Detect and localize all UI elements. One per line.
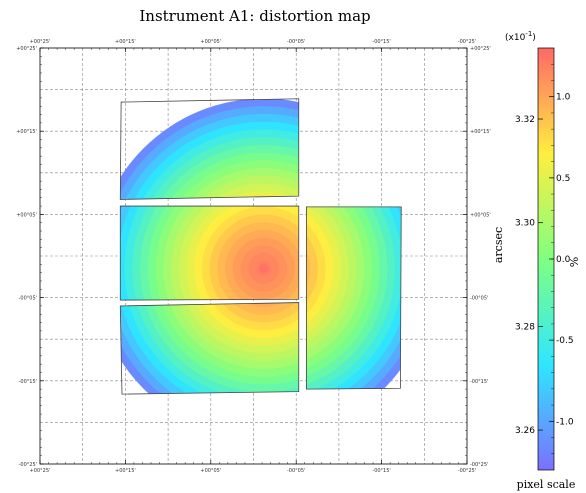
contour-band [259,263,269,274]
chip-top-outline [119,98,300,200]
y-tick-label-right: -00°05' [470,296,488,302]
x-tick-label-top: +00°15' [115,39,136,45]
y-tick-label-right: +00°05' [470,212,491,218]
y-tick-label-right: +00°25' [470,46,491,52]
x-tick-label-bottom: -00°15' [372,468,390,474]
y-tick-label-right: -00°25' [470,462,488,468]
colorbar-left-tick-label: 3.32 [515,115,535,125]
colorbar-left-tick-label: 3.28 [515,322,535,332]
colorbar-left-tick-label: 3.30 [515,219,535,229]
x-tick-label-bottom: +00°25' [30,468,51,474]
x-tick-label-top: -00°15' [372,39,390,45]
colorbar-multiplier: (x10-1) [505,30,536,43]
x-tick-label-bottom: +00°15' [115,468,136,474]
x-tick-label-top: -00°25' [458,39,476,45]
colorbar-right-tick-label: -0.5 [556,336,574,346]
x-tick-label-bottom: +00°05' [200,468,221,474]
x-tick-label-top: -00°05' [287,39,305,45]
colorbar-right-tick-label: 0.0 [556,255,571,265]
chip-right [306,206,402,390]
colorbar-right-tick-label: -1.0 [556,417,574,427]
colorbar-arcsec-label: arcsec [492,227,505,263]
y-tick-label-left: +00°25' [16,46,37,52]
x-tick-label-bottom: -00°25' [458,468,476,474]
y-tick-label-right: +00°15' [470,129,491,135]
chip-bottom-outline [119,302,300,395]
colorbar-bottom-label: pixel scale [517,478,576,491]
colorbar-right-tick-label: 0.5 [556,174,570,184]
y-tick-label-left: -00°05' [19,296,37,302]
y-tick-label-left: +00°05' [16,212,37,218]
x-tick-label-bottom: -00°05' [287,468,305,474]
chart-title: Instrument A1: distortion map [139,7,371,25]
chip-middle-outline [119,205,300,301]
chip-middle [120,206,299,301]
colorbar-left-tick-label: 3.26 [515,426,535,436]
plot-frame [39,47,468,465]
colorbar-percent-label: % [568,257,581,267]
y-tick-label-left: -00°25' [19,462,37,468]
y-tick-label-left: -00°15' [19,379,37,385]
colorbar-right-tick-label: 1.0 [556,93,571,103]
y-tick-label-left: +00°15' [16,129,37,135]
y-tick-label-right: -00°15' [470,379,488,385]
x-tick-label-top: +00°05' [200,39,221,45]
x-tick-label-top: +00°25' [30,39,51,45]
chip-right-outline [306,206,402,390]
